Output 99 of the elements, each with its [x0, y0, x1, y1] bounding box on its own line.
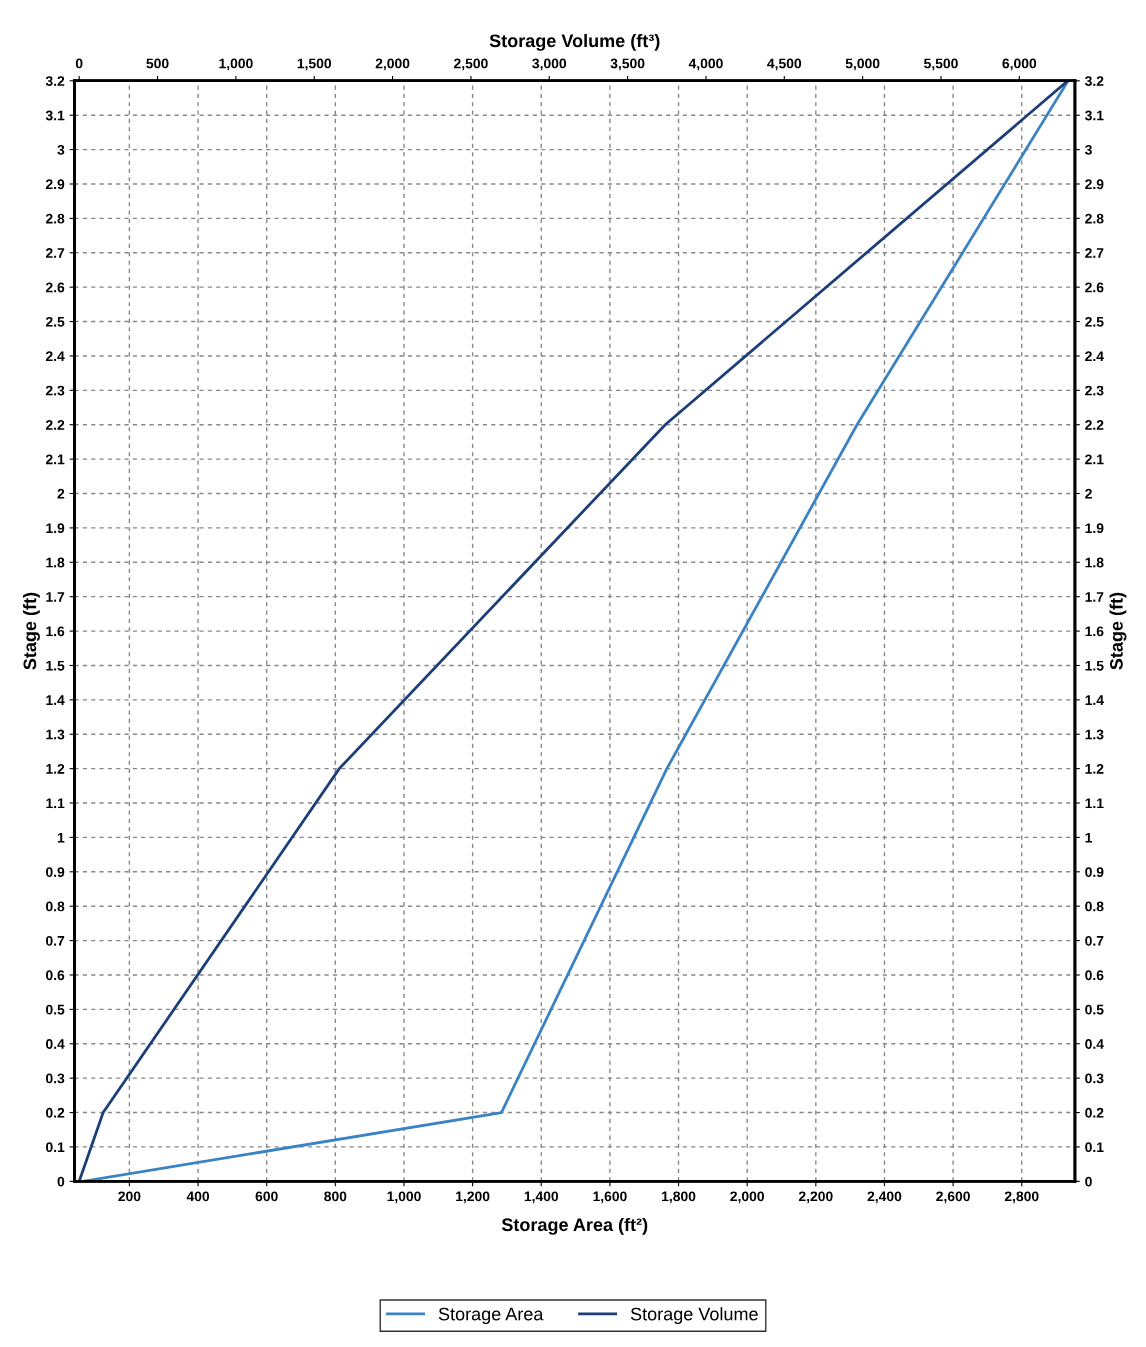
y2-tick-label: 3: [1084, 144, 1092, 155]
x-tick-label: 1,400: [524, 1191, 559, 1204]
x-tick-label: 1,200: [456, 1191, 490, 1204]
y-tick-label: 1.7: [46, 592, 65, 602]
x-tick-label: 800: [324, 1191, 347, 1202]
y2-tick-label: 1.9: [1085, 523, 1104, 534]
y-tick-label: 1.2: [46, 763, 65, 774]
y-tick-label: 1.1: [46, 798, 65, 809]
y-tick-label: 0.4: [46, 1039, 65, 1049]
y-tick-label: 2.9: [45, 179, 65, 190]
x-tick-label: 2,800: [1004, 1191, 1039, 1204]
y-tick-label: 0.8: [46, 901, 65, 912]
x2-tick-label: 6,000: [1002, 58, 1037, 71]
y2-tick-label: 2.5: [1085, 316, 1104, 327]
y-tick-label: 1.3: [46, 729, 65, 740]
y-tick-label: 0.5: [46, 1004, 65, 1015]
x2-tick-label: 1,500: [297, 58, 332, 71]
y2-tick-label: 2.7: [1085, 248, 1104, 258]
y2-tick-label: 1.1: [1085, 798, 1104, 809]
x-tick-label: 400: [186, 1191, 210, 1202]
x2-tick-label: 4,000: [688, 58, 723, 71]
y2-tick-label: 3.1: [1084, 110, 1104, 121]
y2-tick-label: 1.7: [1085, 592, 1104, 602]
y2-tick-label: 0.1: [1085, 1142, 1104, 1153]
y-tick-label: 3.2: [45, 76, 65, 87]
y2-tick-label: 2.1: [1085, 454, 1104, 465]
y2-tick-label: 0.3: [1085, 1073, 1104, 1084]
x-tick-label: 1,600: [593, 1191, 627, 1204]
y-tick-label: 0.6: [46, 970, 65, 981]
x-tick-label: 2,200: [798, 1191, 833, 1204]
y2-tick-label: 2.2: [1085, 420, 1104, 430]
y2-tick-label: 0.6: [1085, 970, 1104, 981]
legend-label: Storage Volume: [630, 1307, 758, 1325]
y2-tick-label: 0.2: [1085, 1107, 1104, 1118]
y2-tick-label: 1.5: [1085, 660, 1104, 671]
x-tick-label: 2,600: [936, 1191, 970, 1204]
x2-tick-label: 3,500: [610, 58, 645, 71]
x2-tick-label: 5,500: [924, 58, 958, 71]
x2-tick-label: 2,500: [454, 58, 488, 71]
x-tick-label: 600: [255, 1191, 278, 1202]
y-tick-label: 1.5: [46, 660, 65, 671]
y2-tick-label: 2.6: [1085, 282, 1104, 293]
y2-tick-label: 2.3: [1085, 385, 1104, 396]
y-tick-label: 2.5: [45, 316, 65, 327]
y-tick-label: 1.9: [46, 523, 65, 534]
y-tick-label: 2.2: [45, 420, 65, 430]
y-tick-label: 0.2: [46, 1107, 65, 1118]
y2-tick-label: 1.8: [1085, 557, 1104, 568]
y-tick-label: 3: [57, 144, 65, 155]
y-axis-title: Stage (ft): [23, 592, 40, 670]
y-tick-label: 3.1: [45, 110, 65, 121]
y2-tick-label: 1.6: [1085, 626, 1104, 637]
y2-tick-label: 2.4: [1085, 351, 1104, 361]
y2-tick-label: 3.2: [1084, 76, 1104, 87]
y2-tick-label: 0.7: [1085, 935, 1104, 946]
x-tick-label: 2,000: [730, 1191, 764, 1204]
x2-tick-label: 3,000: [532, 58, 567, 71]
x-tick-label: 1,800: [662, 1191, 696, 1204]
y2-tick-label: 2.9: [1085, 179, 1104, 190]
y-tick-label: 1: [57, 832, 65, 843]
y2-tick-label: 2: [1085, 488, 1092, 499]
x2-tick-label: 4,500: [767, 58, 802, 71]
x2-tick-label: 0: [75, 58, 83, 69]
y2-tick-label: 0.9: [1085, 867, 1104, 877]
x2-tick-label: 500: [146, 58, 169, 69]
y2-tick-label: 0: [1085, 1176, 1092, 1187]
y-tick-label: 2.8: [45, 213, 65, 224]
legend-label: Storage Area: [438, 1307, 544, 1325]
x-tick-label: 200: [118, 1191, 141, 1202]
y-tick-label: 0.1: [46, 1142, 65, 1153]
x2-axis-title: Storage Volume (ft³): [489, 33, 660, 51]
y2-tick-label: 0.8: [1085, 901, 1104, 912]
y-tick-label: 2.3: [45, 385, 65, 396]
y-tick-label: 0.9: [46, 867, 65, 877]
y2-tick-label: 1.4: [1085, 695, 1104, 705]
y-tick-label: 0.7: [46, 935, 65, 946]
y2-tick-label: 1.2: [1085, 763, 1104, 774]
x2-tick-label: 1,000: [219, 58, 253, 71]
y-tick-label: 2.7: [45, 248, 65, 258]
y-tick-label: 0: [57, 1176, 65, 1187]
x-tick-label: 1,000: [387, 1191, 421, 1204]
x-axis-title: Storage Area (ft²): [501, 1217, 648, 1235]
y-tick-label: 1.8: [46, 557, 65, 568]
y-tick-label: 2.4: [45, 351, 65, 361]
y2-tick-label: 1.3: [1085, 729, 1104, 740]
y2-tick-label: 2.8: [1085, 213, 1104, 224]
y-tick-label: 0.3: [46, 1073, 65, 1084]
y-tick-label: 2.1: [45, 454, 65, 465]
x2-tick-label: 2,000: [375, 58, 410, 71]
y-tick-label: 2: [57, 488, 65, 499]
y-tick-label: 1.6: [46, 626, 65, 637]
y2-tick-label: 1: [1085, 832, 1093, 843]
y-tick-label: 1.4: [46, 695, 65, 705]
y-tick-label: 2.6: [45, 282, 65, 293]
y2-axis-title: Stage (ft): [1109, 592, 1127, 670]
y2-tick-label: 0.5: [1085, 1004, 1104, 1015]
x-tick-label: 2,400: [867, 1191, 902, 1204]
x2-tick-label: 5,000: [845, 58, 880, 71]
y2-tick-label: 0.4: [1085, 1039, 1104, 1049]
